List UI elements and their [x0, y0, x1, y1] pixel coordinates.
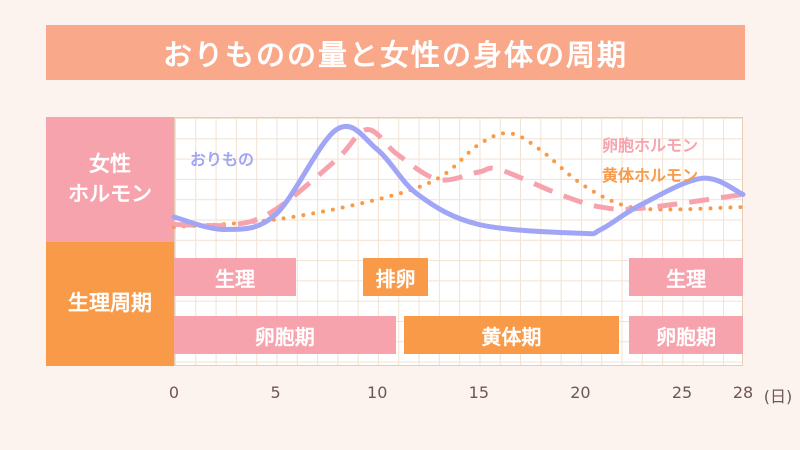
phase-bar: 生理 [174, 258, 296, 296]
phase-bar: 生理 [629, 258, 743, 296]
series-label-estrogen: 卵胞ホルモン [602, 136, 699, 155]
cycle-section-label: 生理周期 [46, 242, 174, 366]
progesterone-line [172, 131, 745, 229]
series-label-discharge: おりもの [190, 150, 255, 169]
x-tick-label: 28 [732, 383, 754, 402]
x-tick-label: 20 [570, 383, 591, 402]
x-tick-label: 10 [367, 383, 388, 402]
phase-bar: 卵胞期 [174, 316, 396, 354]
discharge-line [171, 124, 746, 237]
x-tick-label: 15 [468, 383, 489, 402]
x-axis-unit: (日) [763, 387, 793, 406]
page-title: おりものの量と女性の身体の周期 [46, 25, 745, 80]
estrogen-line [173, 127, 744, 229]
hormone-section-label: 女性 ホルモン [46, 117, 174, 242]
x-tick-label: 0 [168, 383, 180, 402]
series-label-progesterone: 黄体ホルモン [602, 166, 699, 185]
phase-bar: 黄体期 [403, 316, 620, 354]
phase-bar: 排卵 [362, 258, 428, 296]
x-tick-label: 5 [270, 383, 281, 402]
x-tick-label: 25 [671, 383, 693, 402]
phase-bar: 卵胞期 [629, 316, 743, 354]
